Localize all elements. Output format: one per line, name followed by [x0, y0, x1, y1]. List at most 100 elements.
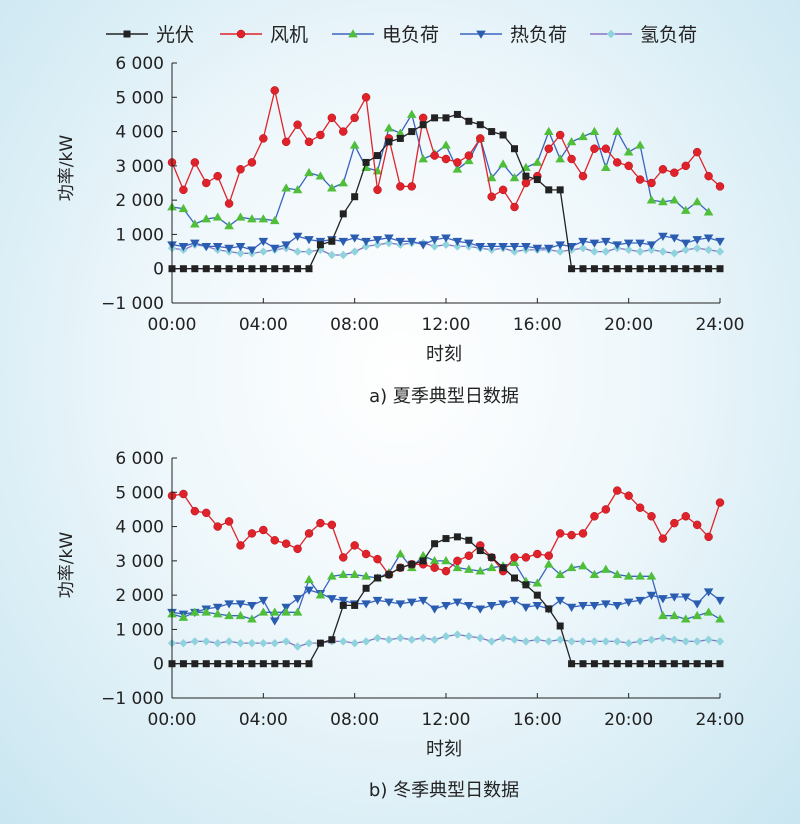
data-point — [703, 588, 714, 597]
x-tick-label: 08:00 — [330, 315, 379, 335]
data-point — [361, 571, 371, 580]
data-point — [624, 245, 633, 255]
data-point — [270, 86, 279, 95]
data-point — [316, 241, 324, 249]
data-point — [532, 157, 543, 166]
data-point — [646, 571, 657, 580]
data-point — [568, 660, 576, 668]
y-tick-label: 4 000 — [115, 518, 164, 538]
data-point — [692, 243, 702, 253]
y-tick-label: 5 000 — [115, 88, 164, 108]
data-point — [566, 243, 577, 252]
data-point — [487, 192, 496, 201]
data-point — [715, 596, 725, 606]
data-point — [202, 660, 210, 668]
data-point — [715, 237, 725, 247]
data-point — [281, 539, 291, 548]
legend-marker — [348, 29, 358, 38]
data-point — [213, 171, 222, 181]
data-point — [510, 202, 519, 212]
data-point — [237, 265, 244, 273]
data-point — [304, 574, 314, 584]
data-point — [658, 197, 668, 206]
data-point — [304, 137, 314, 147]
data-point — [225, 265, 233, 273]
data-point — [590, 265, 598, 273]
y-tick-label: 3 000 — [115, 552, 164, 572]
data-point — [566, 603, 577, 612]
data-point — [464, 602, 474, 611]
data-point — [361, 242, 371, 251]
data-point — [327, 595, 337, 604]
data-point — [406, 598, 417, 607]
data-point — [670, 518, 679, 528]
data-point — [475, 605, 486, 614]
data-point — [498, 600, 508, 609]
data-point — [705, 265, 713, 273]
data-point — [224, 221, 234, 230]
data-point — [544, 551, 553, 560]
data-point — [179, 660, 187, 668]
data-point — [259, 660, 267, 668]
data-point — [271, 265, 279, 273]
data-point — [635, 637, 645, 646]
data-point — [294, 660, 302, 668]
x-tick-label: 16:00 — [513, 710, 562, 730]
data-point — [704, 171, 713, 181]
data-point — [419, 121, 427, 129]
legend-label: 风机 — [270, 24, 308, 46]
data-point — [612, 241, 623, 250]
data-point — [431, 540, 439, 548]
data-point — [680, 205, 691, 214]
legend-item-4: 热负荷 — [460, 24, 567, 46]
data-point — [385, 138, 393, 146]
data-point — [293, 247, 302, 256]
data-point — [224, 199, 234, 208]
data-point — [453, 533, 461, 541]
data-point — [681, 245, 690, 255]
data-point — [601, 505, 611, 514]
y-tick-label: 6 000 — [115, 54, 164, 74]
data-point — [578, 243, 588, 253]
data-point — [292, 232, 303, 241]
data-point — [532, 244, 543, 253]
data-point — [635, 247, 645, 256]
data-point — [441, 602, 451, 611]
data-point — [556, 186, 564, 194]
data-point — [349, 569, 360, 578]
data-point — [429, 236, 440, 245]
data-point — [441, 154, 451, 164]
data-point — [441, 240, 451, 249]
legend-marker — [606, 29, 616, 39]
data-point — [338, 569, 349, 578]
data-point — [178, 243, 189, 252]
data-point — [442, 535, 450, 543]
data-point — [556, 622, 564, 630]
data-point — [578, 131, 588, 141]
data-point — [545, 186, 553, 194]
data-point — [510, 247, 519, 256]
data-point — [259, 525, 268, 535]
data-point — [544, 144, 553, 153]
data-point — [452, 562, 463, 572]
data-point — [281, 637, 291, 646]
data-point — [407, 182, 416, 191]
data-point — [612, 126, 623, 135]
data-point — [578, 637, 588, 646]
legend: 光伏 风机 电负荷 热负荷 氢负荷 — [106, 24, 697, 46]
data-point — [590, 512, 599, 521]
data-point — [681, 161, 690, 171]
data-point — [704, 245, 713, 255]
legend-item-5: 氢负荷 — [590, 24, 697, 46]
data-point — [258, 214, 269, 223]
data-point — [304, 529, 314, 538]
data-point — [692, 600, 702, 609]
data-point — [623, 239, 634, 248]
data-point — [555, 529, 565, 538]
data-point — [361, 600, 371, 609]
data-point — [635, 239, 645, 248]
data-point — [327, 250, 337, 260]
data-point — [384, 598, 394, 607]
data-point — [269, 607, 280, 616]
data-point — [499, 131, 507, 139]
